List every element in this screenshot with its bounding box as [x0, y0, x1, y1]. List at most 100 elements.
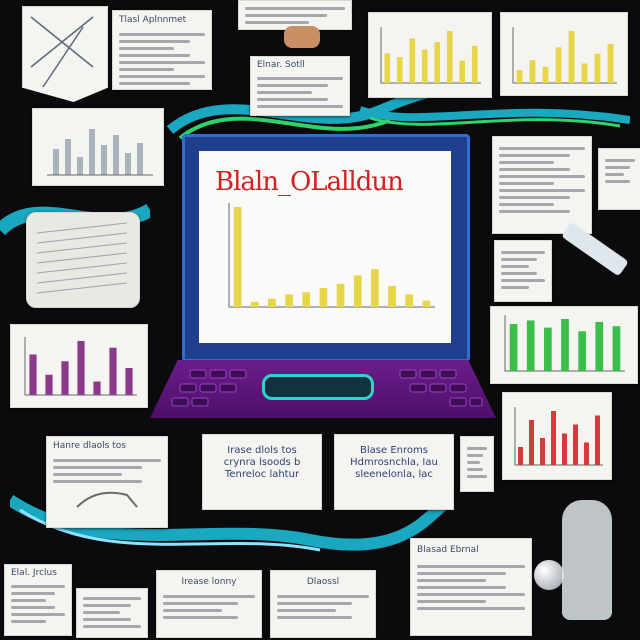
card-caption: Elnar. Sotll: [257, 60, 305, 70]
main-bar-chart: [228, 203, 435, 308]
chart-bar: [518, 447, 523, 465]
chart-bar: [581, 63, 588, 83]
chart-bar: [405, 294, 414, 307]
card-top-left-diagram: [22, 6, 108, 102]
chart-bar: [607, 44, 614, 83]
screen-title: Blaln_OLalldun: [215, 167, 404, 197]
chart-axis: [514, 407, 603, 466]
panel-line: Tenreloc lahtur: [224, 469, 300, 480]
panel-line: Irase dlols tos: [227, 445, 297, 456]
card-caption: Irease lonny: [181, 577, 237, 587]
card-caption: Blasad Ebrnal: [417, 545, 479, 555]
chart-bar: [45, 374, 53, 395]
chart-bar: [285, 294, 293, 307]
card-right-text-panel: Blase Enroms Hdmrosnchla, Iau sleenelonl…: [334, 434, 454, 510]
chart-bar: [516, 70, 523, 83]
chart-bar: [584, 442, 589, 465]
card-bottom-left: Elal. Jrclus: [4, 564, 72, 636]
chart-bar: [446, 31, 453, 83]
bar-chart-purple: [24, 337, 137, 396]
chart-bar: [555, 47, 562, 83]
card-caption: Elal. Jrclus: [11, 568, 57, 578]
card-chart-yellow-top: [368, 12, 492, 98]
bar-chart-green: [504, 315, 625, 372]
chart-bar: [421, 49, 428, 83]
card-bottom-center-left: Irease lonny: [156, 570, 262, 638]
panel-line: Hdmrosnchla, Iau: [350, 457, 438, 468]
card-chart-red: [502, 392, 612, 480]
chart-bar: [509, 324, 518, 371]
chart-bar: [594, 53, 601, 83]
chart-bar: [319, 288, 328, 307]
chart-bar: [459, 60, 466, 83]
chart-bar: [578, 331, 586, 371]
chart-bar: [233, 207, 242, 307]
chart-bar: [471, 45, 478, 83]
card-caption: Hanre dlaols tos: [53, 441, 126, 451]
card-chart-gray-left: [32, 108, 164, 186]
chart-bar: [336, 283, 345, 307]
card-top-doc-2: [238, 0, 352, 30]
chart-bar: [353, 275, 362, 307]
chart-bar: [544, 327, 552, 371]
card-left-text-panel: Irase dlols tos crynra lsoods b Tenreloc…: [202, 434, 322, 510]
card-top-doc-1: Tlasl Aplnnmet: [112, 10, 212, 90]
chart-bar: [612, 326, 621, 371]
chart-bar: [388, 285, 396, 307]
chart-bar: [573, 424, 578, 465]
keyboard-keys: [171, 369, 483, 407]
teal-ribbon-right: [360, 106, 630, 128]
bar-chart-top-right: [512, 27, 617, 84]
chart-bar: [109, 347, 117, 395]
chart-bar: [551, 411, 556, 465]
bar-chart-gray: [47, 129, 153, 176]
card-caption: Tlasl Aplnnmet: [119, 15, 187, 25]
bar-chart-red: [514, 407, 603, 466]
chart-bar: [29, 354, 37, 395]
card-scroll-illustration: [26, 212, 140, 308]
card-chart-purple: [10, 324, 148, 408]
card-bottom-right-doc: Blasad Ebrnal: [410, 538, 532, 636]
card-caption: Dlaossl: [306, 577, 340, 587]
chart-bar: [529, 60, 536, 83]
card-mid-left-doc: Hanre dlaols tos: [46, 436, 168, 528]
pen-illustration: [561, 221, 629, 277]
panel-line: Blase Enroms: [360, 445, 428, 456]
chart-bar: [529, 420, 534, 465]
card-top-doc-3: Elnar. Sotll: [250, 56, 350, 116]
chart-bar: [434, 42, 441, 83]
chart-bar: [562, 433, 567, 465]
card-doc-right-1: [492, 136, 592, 234]
chart-bar: [568, 31, 575, 83]
line-sketch: [30, 16, 94, 88]
chart-bar: [396, 57, 403, 83]
chart-bar: [371, 269, 379, 307]
chart-bar: [542, 66, 549, 83]
panel-line: crynra lsoods b: [223, 457, 301, 468]
card-bottom-center-right: Dlaossl: [270, 570, 376, 638]
card-small-doc-right: [460, 436, 494, 492]
chart-bar: [268, 298, 276, 307]
sphere-illustration: [534, 560, 564, 590]
teal-ribbon-bottom: [10, 494, 450, 552]
chart-bar: [250, 301, 259, 307]
chart-bar: [595, 415, 600, 465]
chart-bar: [540, 438, 545, 465]
chart-bar: [526, 320, 535, 371]
chart-axis: [380, 27, 481, 84]
chart-axis: [228, 203, 435, 308]
chart-bar: [561, 319, 569, 371]
chart-bar: [422, 300, 431, 307]
chart-axis: [512, 27, 617, 84]
card-small-right: [598, 148, 640, 210]
card-chart-yellow-top-right: [500, 12, 628, 96]
chart-bar: [77, 341, 85, 395]
chart-bar: [409, 38, 416, 83]
laptop-display: Blaln_OLalldun: [199, 151, 451, 343]
figure-illustration: [562, 500, 612, 620]
chart-bar: [384, 53, 391, 83]
card-chart-green: [490, 306, 638, 384]
trackpad: [262, 374, 374, 400]
card-bottom-mid-left: [76, 588, 148, 638]
card-doc-right-2: [494, 240, 552, 302]
